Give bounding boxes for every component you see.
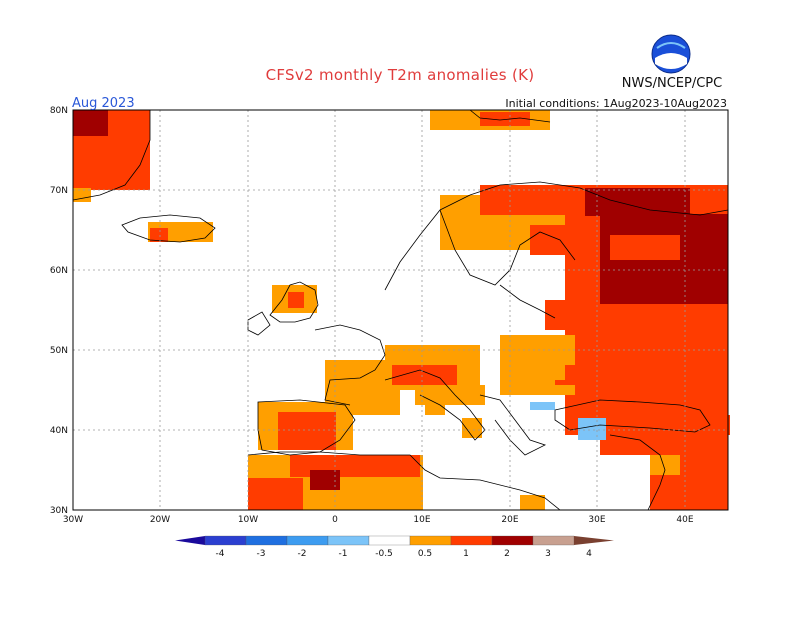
lat-label: 40N [50, 426, 68, 436]
graticule [73, 110, 728, 510]
colorbar-label: -4 [216, 549, 225, 559]
forecast-period: Aug 2023 [72, 96, 135, 111]
colorbar-segment [368, 535, 411, 546]
lat-label: 60N [50, 266, 68, 276]
lon-label: 30E [588, 515, 605, 525]
lon-label: 20E [501, 515, 518, 525]
colorbar-segment [286, 535, 329, 546]
colorbar-label: -1 [339, 549, 348, 559]
colorbar-label: 3 [545, 549, 551, 559]
lat-label: 80N [50, 106, 68, 116]
colorbar-label: -2 [298, 549, 307, 559]
colorbar-label: 2 [504, 549, 510, 559]
colorbar-label: 1 [463, 549, 469, 559]
colorbar-min-arrow [175, 536, 205, 545]
colorbar-segment [491, 535, 534, 546]
colorbar: -4 -3 -2 -1 -0.5 0.5 1 2 3 4 [175, 535, 614, 559]
noaa-logo [651, 34, 691, 74]
colorbar-segment [204, 535, 247, 546]
colorbar-label: 0.5 [418, 549, 432, 559]
map-title: CFSv2 monthly T2m anomalies (K) [265, 66, 535, 84]
colorbar-label: -3 [257, 549, 266, 559]
colorbar-label: 4 [586, 549, 592, 559]
latitude-labels: 80N 70N 60N 50N 40N 30N [50, 106, 68, 516]
map-frame [72, 109, 729, 511]
lon-label: 10W [238, 515, 258, 525]
colorbar-segment [409, 535, 452, 546]
colorbar-segment [450, 535, 493, 546]
colorbar-segment [245, 535, 288, 546]
lon-label: 20W [150, 515, 170, 525]
colorbar-max-arrow [574, 536, 614, 545]
lon-label: 10E [413, 515, 430, 525]
anomaly-fill-layer [73, 110, 730, 510]
longitude-labels: 30W 20W 10W 0 10E 20E 30E 40E [63, 515, 694, 525]
initial-conditions: Initial conditions: 1Aug2023-10Aug2023 [505, 97, 727, 110]
lon-label: 0 [332, 515, 338, 525]
lon-label: 40E [676, 515, 693, 525]
colorbar-segment [532, 535, 575, 546]
agency-label: NWS/NCEP/CPC [621, 76, 723, 91]
lat-label: 50N [50, 346, 68, 356]
lat-label: 30N [50, 506, 68, 516]
lat-label: 70N [50, 186, 68, 196]
colorbar-label: -0.5 [375, 549, 393, 559]
colorbar-segment [327, 535, 370, 546]
lon-label: 30W [63, 515, 83, 525]
